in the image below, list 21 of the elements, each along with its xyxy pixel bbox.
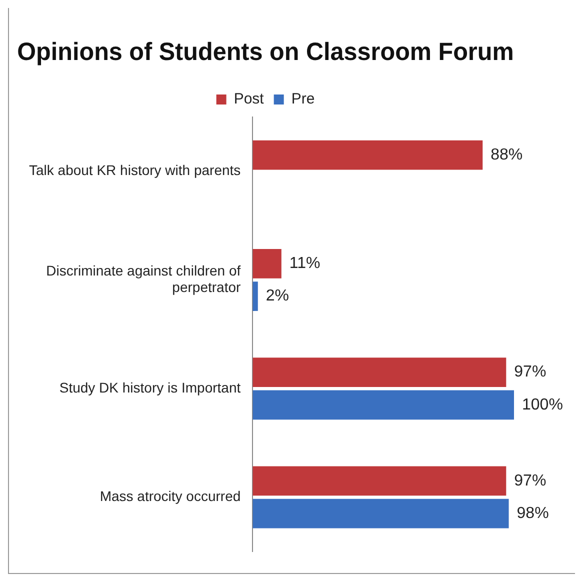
legend-label: Post	[234, 90, 265, 108]
data-label: 97%	[514, 472, 546, 490]
bar	[252, 140, 483, 170]
data-label: 100%	[522, 396, 563, 414]
data-label: 2%	[266, 288, 290, 305]
y-tick-label: Study DK history is Important	[59, 379, 241, 396]
bar	[252, 466, 506, 496]
bar	[252, 358, 506, 387]
data-label: 11%	[289, 255, 320, 272]
y-tick-label: Talk about KR history with parents	[29, 162, 241, 178]
legend-label: Pre	[291, 90, 315, 108]
data-label: 97%	[514, 364, 546, 381]
chart-title: Opinions of Students on Classroom Forum	[17, 38, 514, 66]
y-tick-label: Mass atrocity occurred	[100, 488, 241, 504]
data-label: 88%	[490, 146, 523, 164]
bar	[252, 390, 514, 420]
bar	[252, 249, 282, 278]
data-label: 98%	[516, 504, 549, 522]
bar	[252, 282, 258, 311]
y-tick-label: Discriminate against children of perpetrator	[46, 262, 241, 296]
bar	[252, 498, 509, 528]
